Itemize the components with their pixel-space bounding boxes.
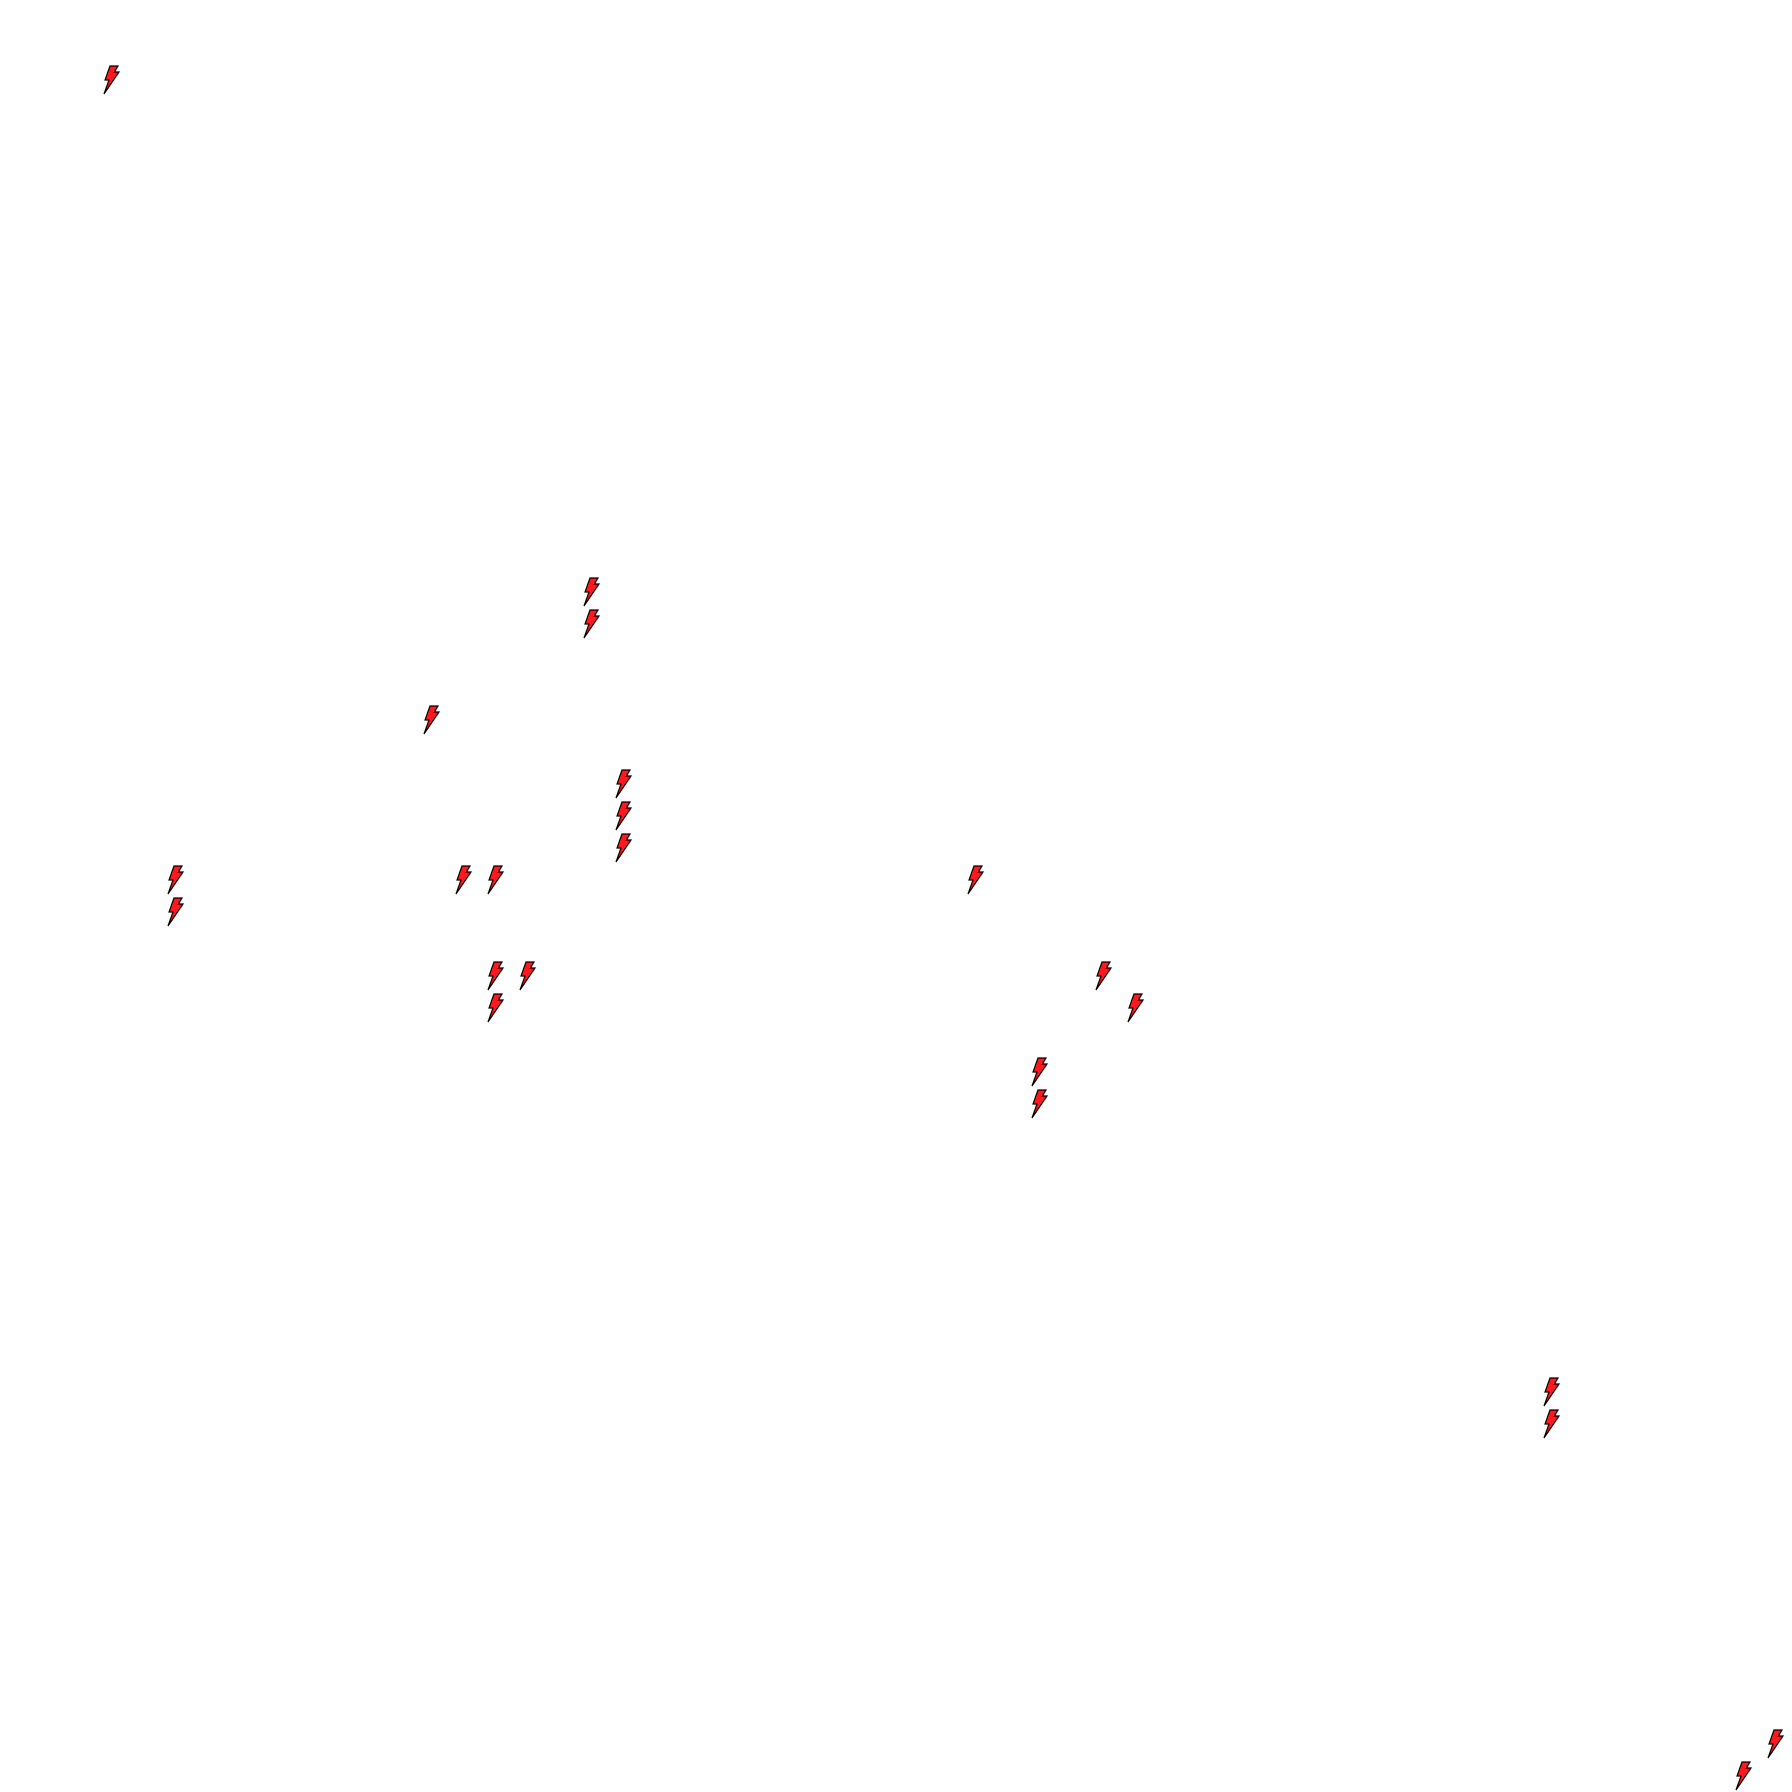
lightning-bolt-icon <box>1767 1729 1785 1759</box>
lightning-bolt-icon <box>967 865 985 895</box>
lightning-bolt-icon <box>583 609 601 639</box>
lightning-bolt-icon <box>615 833 633 863</box>
lightning-bolt-icon <box>167 897 185 927</box>
lightning-bolt-icon <box>1543 1377 1561 1407</box>
lightning-bolt-icon <box>167 865 185 895</box>
lightning-bolt-icon <box>423 705 441 735</box>
lightning-bolt-icon <box>1095 961 1113 991</box>
lightning-bolt-icon <box>1543 1409 1561 1439</box>
lightning-bolt-icon <box>455 865 473 895</box>
lightning-bolt-icon <box>103 65 121 95</box>
lightning-bolt-icon <box>1735 1761 1753 1791</box>
lightning-bolt-icon <box>487 993 505 1023</box>
lightning-bolt-icon <box>1127 993 1145 1023</box>
lightning-bolt-icon <box>1031 1089 1049 1119</box>
lightning-bolt-icon <box>487 865 505 895</box>
lightning-bolt-icon <box>583 577 601 607</box>
lightning-bolt-icon <box>487 961 505 991</box>
lightning-bolt-icon <box>519 961 537 991</box>
lightning-bolt-icon <box>615 801 633 831</box>
lightning-bolt-icon <box>1031 1057 1049 1087</box>
lightning-bolt-icon <box>615 769 633 799</box>
